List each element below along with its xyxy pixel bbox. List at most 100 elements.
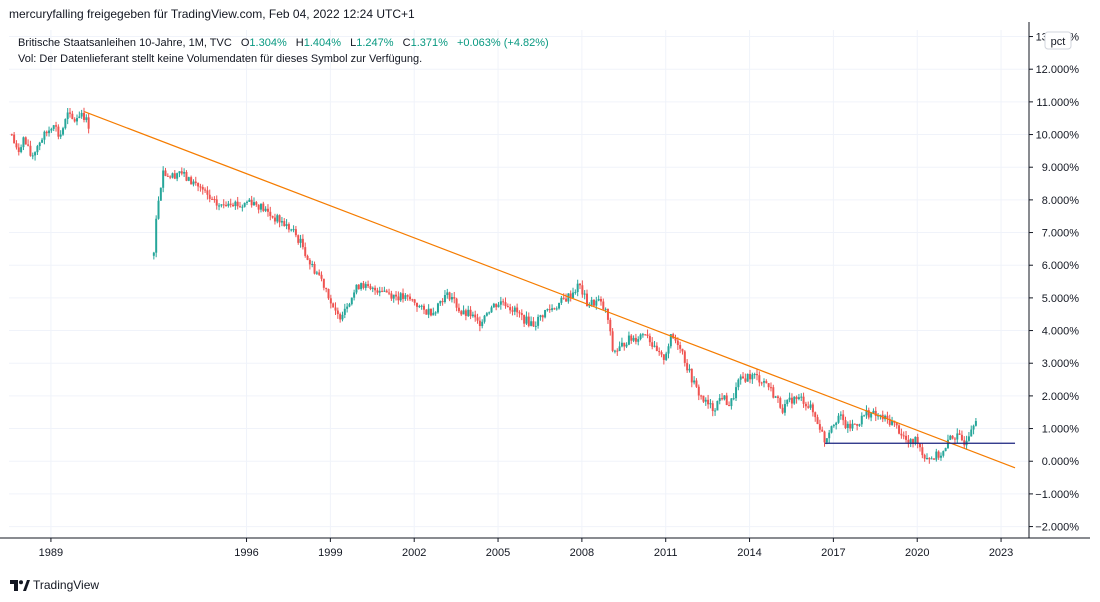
time-tick-label: 2014 [737, 547, 761, 559]
price-tick-label: 6.000% [1042, 260, 1080, 272]
time-tick-label: 2020 [905, 547, 929, 559]
candle-body [772, 387, 775, 398]
tradingview-logo[interactable]: TradingView [10, 577, 99, 593]
candle-body [818, 424, 821, 430]
candle-body [886, 415, 889, 419]
price-tick-label: 2.000% [1042, 391, 1080, 403]
candle-body [823, 431, 826, 443]
candle-body [211, 198, 214, 200]
candle-body [581, 285, 584, 295]
candle-body [930, 458, 933, 460]
trendlines[interactable] [84, 111, 1016, 469]
candle-body [762, 381, 765, 383]
candle-body [234, 201, 237, 207]
candle-body [399, 293, 402, 301]
candle-body [921, 447, 924, 456]
candle-body [22, 137, 25, 148]
candle-body [38, 142, 41, 147]
orange-trendline[interactable] [84, 111, 1016, 469]
candle-body [246, 201, 248, 203]
unit-badge[interactable]: pct [1044, 31, 1072, 50]
candle-body [695, 380, 698, 387]
candle-body [898, 425, 901, 434]
candle-body [155, 218, 158, 253]
candle-body [956, 433, 959, 440]
candle-body [797, 397, 800, 400]
candle-body [586, 293, 588, 307]
price-axis[interactable]: 13.000%12.000%11.000%10.000%9.000%8.000%… [1029, 32, 1079, 534]
time-axis[interactable]: 1989 1996 1999 2002 2005 2008 2011 2014 2017 2020… [39, 538, 1014, 559]
candle-body [55, 125, 58, 127]
candle-body [697, 386, 700, 396]
candle-body [301, 238, 304, 248]
candle-body [420, 305, 423, 307]
candle-body [711, 403, 714, 412]
volume-note: Vol: Der Datenlieferant stellt keine Vol… [18, 53, 422, 65]
candle-body [434, 312, 437, 314]
candle-body [802, 396, 805, 404]
candle-body [832, 424, 835, 427]
candle-body [57, 126, 60, 137]
candle-body [241, 206, 244, 208]
candle-body [846, 423, 849, 428]
candle-body [916, 436, 919, 444]
candle-body [388, 292, 391, 294]
candle-body [527, 316, 530, 326]
candle-body [367, 284, 370, 287]
candle-body [64, 119, 67, 129]
candle-body [742, 376, 745, 379]
candle-body [264, 208, 267, 211]
candle-body [870, 413, 873, 418]
candle-body [926, 457, 928, 459]
candle-body [453, 297, 456, 299]
candle-body [48, 130, 51, 134]
candle-body [667, 346, 670, 354]
candle-body [518, 312, 521, 314]
candle-body [704, 399, 707, 402]
candle-body [10, 134, 13, 136]
candle-body [576, 283, 579, 293]
candle-body [381, 290, 384, 292]
candle-body [592, 299, 595, 306]
candle-body [523, 315, 526, 324]
candle-body [974, 421, 977, 426]
candle-body [800, 396, 803, 398]
price-tick-label: 3.000% [1042, 358, 1080, 370]
candle-body [790, 397, 793, 404]
candle-body [483, 315, 486, 322]
candle-body [292, 229, 295, 231]
candle-body [541, 315, 544, 318]
candle-body [679, 345, 682, 349]
candle-body [937, 451, 940, 458]
candle-body [471, 314, 474, 317]
low-value: 1.247% [356, 37, 394, 49]
candle-body [485, 313, 488, 316]
candle-body [481, 321, 484, 327]
candle-body [355, 284, 358, 293]
candle-body [36, 146, 39, 153]
time-tick-label: 2023 [989, 547, 1013, 559]
candle-body [744, 378, 747, 382]
candle-body [844, 420, 847, 428]
candle-body [513, 307, 516, 312]
candle-body [425, 309, 428, 315]
candle-body [31, 155, 34, 157]
candle-body [190, 177, 193, 185]
svg-text:Britische Staatsanleihen 10-Ja: Britische Staatsanleihen 10-Jahre, 1M, T… [18, 37, 549, 49]
candle-body [332, 303, 335, 308]
candle-body [781, 407, 784, 413]
candle-body [700, 395, 703, 397]
candle-body [565, 298, 568, 302]
candle-body [476, 317, 479, 321]
candle-body [655, 345, 658, 351]
candle-body [218, 205, 221, 207]
high-value: 1.404% [304, 37, 342, 49]
candle-body [427, 308, 430, 315]
candle-body [728, 405, 731, 407]
candle-body [194, 181, 197, 183]
candle-body [609, 319, 612, 332]
candle-body [509, 307, 512, 311]
candle-body [248, 199, 251, 202]
candle-body [339, 314, 342, 320]
